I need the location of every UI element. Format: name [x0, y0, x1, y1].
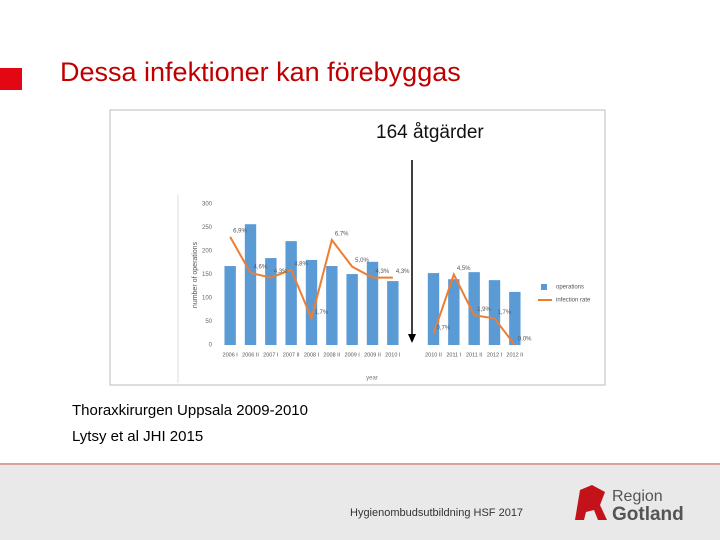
legend-swatch	[541, 284, 547, 290]
logo-icon	[575, 485, 607, 520]
footer-text: Hygienombudsutbildning HSF 2017	[350, 507, 523, 519]
y-tick-label: 100	[202, 296, 213, 302]
data-label: 4,5%	[457, 266, 471, 272]
x-tick-label: 2011 I	[446, 352, 461, 358]
y-tick-label: 250	[202, 225, 213, 231]
bar	[366, 261, 379, 345]
bar	[244, 224, 257, 345]
y-tick-label: 50	[205, 319, 212, 325]
bar	[387, 281, 399, 345]
data-label: 0,0%	[518, 337, 532, 343]
bar	[285, 241, 297, 345]
data-label: 1,7%	[498, 310, 512, 316]
x-axis-label: year	[366, 376, 378, 382]
data-label: 1,7%	[315, 310, 329, 316]
y-tick-label: 300	[202, 202, 213, 208]
x-tick-label: 2007 II	[283, 352, 300, 358]
line	[229, 236, 516, 346]
bar	[224, 266, 236, 345]
logo-text: Region	[612, 488, 663, 505]
x-tick-label: 2006 II	[242, 352, 259, 358]
bar	[346, 274, 358, 345]
bar	[326, 266, 338, 345]
x-tick-label: 2012 I	[487, 352, 503, 358]
x-tick-label: 2006 I	[223, 352, 239, 358]
data-label: 5,0%	[355, 258, 369, 264]
y-tick-label: 0	[209, 343, 213, 349]
y-tick-label: 200	[202, 249, 213, 255]
x-tick-label: 2009 I	[345, 352, 361, 358]
bar	[265, 258, 277, 345]
x-tick-label: 2010 II	[425, 352, 442, 358]
caption-line: Thoraxkirurgen Uppsala 2009-2010	[72, 402, 308, 419]
y-axis-label: number of operations	[192, 241, 199, 308]
bar	[468, 272, 480, 345]
x-tick-label: 2008 I	[304, 352, 320, 358]
data-label: 1,9%	[477, 307, 491, 313]
legend-label: infection rate	[556, 298, 591, 304]
slide-title: Dessa infektioner kan förebyggas	[60, 57, 461, 87]
title-marker	[0, 68, 22, 90]
bar	[509, 291, 521, 345]
x-tick-label: 2011 II	[466, 352, 483, 358]
data-label: 6,7%	[335, 232, 349, 238]
legend-label: operations	[556, 285, 584, 291]
bar	[427, 273, 440, 345]
x-tick-label: 2010 I	[385, 352, 401, 358]
logo-text: Gotland	[612, 504, 684, 525]
data-label: 0,7%	[437, 326, 451, 332]
bar	[448, 279, 460, 345]
data-label: 6,9%	[233, 228, 247, 234]
chart-title: 164 åtgärder	[376, 122, 484, 143]
bar	[488, 280, 501, 345]
data-label: 4,6%	[254, 265, 268, 271]
arrow-head	[408, 334, 416, 343]
data-label: 4,8%	[294, 261, 308, 267]
x-tick-label: 2009 II	[364, 352, 381, 358]
x-tick-label: 2008 II	[323, 352, 340, 358]
caption-line: Lytsy et al JHI 2015	[72, 428, 203, 445]
x-tick-label: 2012 II	[506, 352, 523, 358]
data-label: 4,3%	[274, 269, 288, 275]
data-label: 4,3%	[376, 269, 390, 275]
bar	[305, 259, 318, 345]
x-tick-label: 2007 I	[263, 352, 279, 358]
data-label: 4,3%	[396, 269, 410, 275]
y-tick-label: 150	[202, 272, 213, 278]
